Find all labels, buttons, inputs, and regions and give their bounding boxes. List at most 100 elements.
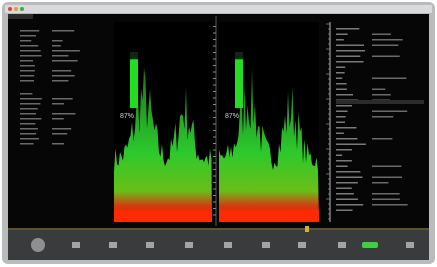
panel-text xyxy=(336,45,364,47)
freq-tick xyxy=(213,91,216,92)
toolbar-button[interactable] xyxy=(109,242,117,248)
panel-text xyxy=(52,103,64,105)
panel-text xyxy=(336,67,345,69)
panel-text xyxy=(336,50,365,52)
toolbar-button[interactable] xyxy=(298,242,306,248)
panel-text xyxy=(20,80,34,82)
tab[interactable] xyxy=(8,14,33,19)
panel-text xyxy=(336,138,358,140)
freq-tick xyxy=(213,143,216,144)
panel-text xyxy=(336,166,348,168)
panel-text xyxy=(52,98,73,100)
freq-tick xyxy=(213,72,216,73)
freq-tick xyxy=(213,202,216,203)
freq-tick xyxy=(213,65,216,66)
freq-tick xyxy=(213,215,216,216)
panel-text xyxy=(20,98,42,100)
panel-text xyxy=(336,39,344,41)
panel-text xyxy=(52,55,68,57)
toolbar-button[interactable] xyxy=(262,242,270,248)
freq-tick xyxy=(213,59,216,60)
panel-text xyxy=(336,144,366,146)
panel-text xyxy=(336,210,353,212)
toolbar-button[interactable] xyxy=(72,242,80,248)
freq-tick xyxy=(213,111,216,112)
highlight-row xyxy=(336,100,424,104)
panel-text xyxy=(20,113,36,115)
panel-text xyxy=(336,34,348,36)
logo-button[interactable] xyxy=(31,238,45,252)
panel-text xyxy=(336,188,352,190)
panel-text xyxy=(336,171,360,173)
panel-text xyxy=(336,111,348,113)
meter-bar xyxy=(130,59,138,108)
panel-text xyxy=(52,133,67,135)
playhead[interactable] xyxy=(305,226,309,232)
panel-text xyxy=(20,118,41,120)
panel-text xyxy=(372,56,400,58)
panel-text xyxy=(336,199,358,201)
panel-text xyxy=(20,30,39,32)
panel-text xyxy=(52,45,61,47)
freq-tick xyxy=(213,169,216,170)
freq-tick xyxy=(213,156,216,157)
panel-text xyxy=(372,204,408,206)
active-button[interactable] xyxy=(362,242,378,248)
panel-text xyxy=(372,34,391,36)
freq-tick xyxy=(213,137,216,138)
panel-text xyxy=(20,75,34,77)
panel-text xyxy=(372,166,401,168)
title-bar xyxy=(5,5,432,13)
panel-text xyxy=(20,123,35,125)
minimize-button[interactable] xyxy=(14,7,18,11)
toolbar-button[interactable] xyxy=(146,242,154,248)
panel-text xyxy=(20,70,35,72)
panel-text xyxy=(336,204,363,206)
freq-tick xyxy=(213,98,216,99)
panel-text xyxy=(20,60,33,62)
panel-text xyxy=(336,182,358,184)
panel-text xyxy=(20,143,34,145)
panel-text xyxy=(372,78,406,80)
freq-tick xyxy=(213,189,216,190)
toolbar-button[interactable] xyxy=(338,242,346,248)
toolbar-button[interactable] xyxy=(224,242,232,248)
freq-tick xyxy=(213,163,216,164)
page: 87%87% (() => { const data = JSON.parse(… xyxy=(0,0,437,267)
toolbar-button[interactable] xyxy=(406,242,414,248)
noise-floor xyxy=(219,210,319,222)
panel-text xyxy=(336,89,347,91)
panel-text xyxy=(336,61,364,63)
panel-text xyxy=(336,122,345,124)
panel-text xyxy=(20,55,41,57)
panel-text xyxy=(20,128,38,130)
panel-text xyxy=(372,116,393,118)
panel-text xyxy=(52,118,64,120)
freq-tick xyxy=(213,117,216,118)
panel-text xyxy=(336,105,352,107)
freq-tick xyxy=(213,46,216,47)
panel-text xyxy=(20,103,40,105)
toolbar-button[interactable] xyxy=(185,242,193,248)
freq-tick xyxy=(213,85,216,86)
panel-text xyxy=(20,35,36,37)
panel-text xyxy=(372,45,398,47)
app-window: 87%87% xyxy=(0,0,437,267)
panel-text xyxy=(336,133,344,135)
panel-text xyxy=(336,78,342,80)
zoom-button[interactable] xyxy=(20,7,24,11)
freq-tick xyxy=(213,52,216,53)
panel-text xyxy=(20,45,38,47)
freq-tick xyxy=(213,26,216,27)
freq-tick xyxy=(213,208,216,209)
panel-text xyxy=(52,70,71,72)
panel-text xyxy=(336,56,360,58)
panel-text xyxy=(52,143,64,145)
panel-text xyxy=(52,128,71,130)
close-button[interactable] xyxy=(8,7,12,11)
panel-text xyxy=(20,50,41,52)
main-area xyxy=(8,14,429,228)
panel-text xyxy=(336,149,352,151)
freq-tick xyxy=(213,150,216,151)
panel-text xyxy=(336,83,347,85)
